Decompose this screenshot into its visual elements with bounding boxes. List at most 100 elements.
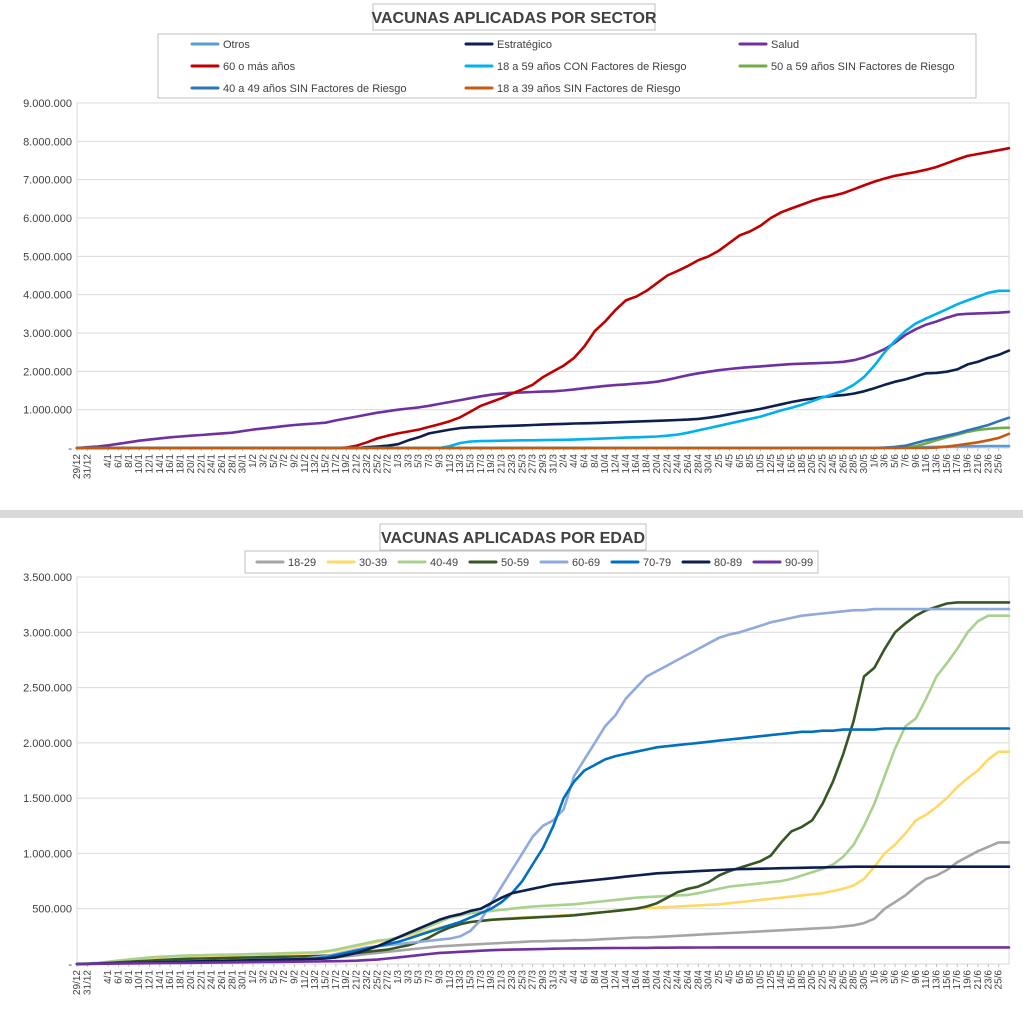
x-tick-label: 24/5: [828, 970, 839, 990]
x-tick-label: 4/5: [724, 454, 735, 468]
x-tick-label: 17/2: [331, 454, 342, 474]
x-tick-label: 8/1: [124, 970, 135, 984]
x-tick-label: 11/6: [921, 454, 932, 473]
legend-label: 60 o más años: [223, 61, 296, 73]
x-tick-label: 16/4: [631, 454, 642, 474]
x-tick-label: 20/5: [807, 454, 818, 474]
x-tick-label: 2/4: [559, 454, 570, 468]
x-tick-label: 10/5: [755, 970, 766, 990]
chart-title-box: [372, 3, 656, 31]
x-tick-label: 7/3: [424, 970, 435, 984]
y-tick-label: 2.500.000: [23, 683, 72, 695]
x-tick-label: 4/1: [103, 970, 114, 984]
x-tick-label: 15/3: [466, 454, 477, 474]
x-tick-label: 11/2: [300, 970, 311, 989]
x-tick-label: 6/5: [735, 454, 746, 468]
y-tick-label: 8.000.000: [23, 136, 72, 148]
x-tick-label: 12/5: [766, 454, 777, 474]
x-tick-label: 18/5: [797, 970, 808, 990]
x-tick-label: 20/5: [807, 970, 818, 990]
x-tick-label: 10/1: [134, 970, 145, 990]
x-tick-label: 11/3: [445, 454, 456, 473]
x-tick-label: 16/1: [165, 454, 176, 474]
x-tick-label: 5/6: [890, 970, 901, 984]
y-tick-label: 5.000.000: [23, 251, 72, 263]
y-tick-label: 3.500.000: [23, 572, 72, 584]
x-tick-label: 26/4: [683, 454, 694, 474]
x-tick-label: 24/4: [673, 454, 684, 474]
legend-label: 60-69: [572, 557, 600, 569]
x-tick-label: 25/3: [517, 970, 528, 990]
x-tick-label: 30/1: [238, 970, 249, 990]
x-tick-label: 14/1: [155, 454, 166, 474]
x-tick-label: 1/3: [393, 970, 404, 984]
x-tick-label: 23/6: [983, 454, 994, 474]
x-tick-label: 13/2: [310, 454, 321, 474]
x-tick-label: 15/2: [321, 454, 332, 474]
series-line: [75, 310, 1011, 450]
x-tick-label: 2/5: [714, 454, 725, 468]
x-tick-label: 14/5: [776, 970, 787, 990]
legend-label: 18-29: [288, 557, 316, 569]
x-tick-label: 23/3: [507, 454, 518, 474]
y-tick-label: 1.000.000: [23, 405, 72, 417]
x-tick-label: 9/6: [911, 970, 922, 984]
chart-divider: [0, 510, 1023, 518]
x-tick-label: 26/1: [217, 454, 228, 474]
x-tick-label: 24/1: [207, 454, 218, 474]
x-tick-label: 12/1: [144, 970, 155, 990]
x-tick-label: 15/6: [942, 454, 953, 474]
x-tick-label: 4/4: [569, 970, 580, 984]
x-tick-label: 5/2: [269, 454, 280, 468]
y-tick-label: 3.000.000: [23, 627, 72, 639]
x-tick-label: 19/2: [341, 454, 352, 474]
x-tick-label: 8/5: [745, 454, 756, 468]
x-tick-label: 31/3: [548, 454, 559, 474]
x-tick-label: 19/3: [486, 970, 497, 990]
x-tick-label: 20/4: [652, 970, 663, 990]
y-tick-label: -: [68, 959, 72, 971]
x-tick-label: 12/1: [144, 454, 155, 474]
x-tick-label: 3/6: [880, 970, 891, 984]
legend-label: 18 a 59 años CON Factores de Riesgo: [497, 61, 687, 73]
x-tick-label: 22/5: [818, 970, 829, 990]
x-tick-label: 13/6: [932, 970, 943, 990]
x-tick-label: 25/2: [372, 970, 383, 990]
legend-label: 30-39: [359, 557, 387, 569]
x-tick-label: 25/6: [994, 454, 1005, 474]
x-tick-label: 7/2: [279, 970, 290, 984]
x-tick-label: 2/5: [714, 970, 725, 984]
x-tick-label: 17/2: [331, 970, 342, 990]
x-tick-label: 21/6: [973, 970, 984, 990]
sector-chart-panel: VACUNAS APLICADAS POR SECTOR Otros Estraté…: [0, 0, 1023, 510]
legend-label: 50 a 59 años SIN Factores de Riesgo: [771, 61, 954, 73]
x-tick-label: 2/4: [559, 970, 570, 984]
x-tick-label: 28/5: [849, 454, 860, 474]
x-tick-label: 17/6: [952, 970, 963, 990]
x-tick-label: 14/4: [621, 454, 632, 474]
x-tick-label: 29/12: [72, 970, 83, 995]
x-tick-label: 12/4: [610, 970, 621, 990]
series-line: [75, 946, 1011, 966]
x-tick-label: 31/3: [548, 970, 559, 990]
x-tick-label: 3/3: [403, 970, 414, 984]
series-line: [75, 865, 1011, 966]
x-tick-label: 15/3: [466, 970, 477, 990]
legend-label: 18 a 39 años SIN Factores de Riesgo: [497, 83, 680, 95]
chart-title: VACUNAS APLICADAS POR SECTOR: [371, 10, 657, 27]
x-tick-label: 21/2: [352, 970, 363, 990]
sector-chart: VACUNAS APLICADAS POR SECTOR Otros Estraté…: [23, 3, 1011, 479]
x-tick-label: 28/5: [849, 970, 860, 990]
x-tick-label: 23/6: [983, 970, 994, 990]
x-tick-label: 28/1: [227, 454, 238, 474]
y-tick-label: 1.500.000: [23, 793, 72, 805]
legend-label: Otros: [223, 39, 250, 51]
x-tick-label: 22/1: [196, 454, 207, 474]
x-tick-label: 29/3: [538, 454, 549, 474]
x-tick-label: 13/3: [455, 454, 466, 474]
x-tick-label: 6/1: [113, 454, 124, 468]
legend-box: [244, 550, 819, 574]
y-tick-label: 1.000.000: [23, 848, 72, 860]
x-tick-label: 27/3: [528, 970, 539, 990]
x-tick-label: 25/6: [994, 970, 1005, 990]
